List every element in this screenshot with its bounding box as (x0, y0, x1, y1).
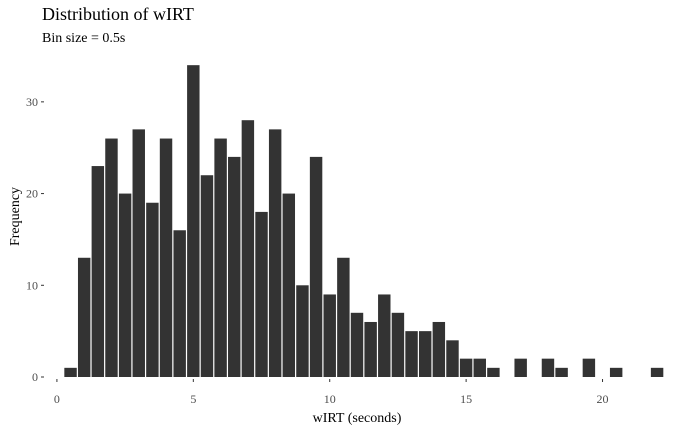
histogram-bar (446, 340, 459, 377)
histogram-bar (118, 193, 132, 377)
x-tick-label: 15 (460, 392, 472, 406)
histogram-bar (378, 294, 391, 377)
y-axis: 0 10 20 30 (26, 95, 44, 384)
histogram-bar (159, 138, 173, 377)
histogram-bar (541, 358, 555, 377)
histogram-bar (91, 166, 105, 377)
histogram-bar (214, 138, 227, 377)
x-tick-label: 0 (54, 392, 60, 406)
histogram-bar (582, 358, 596, 377)
histogram-bar (650, 367, 664, 377)
histogram-bar (77, 257, 91, 377)
histogram-bar (364, 321, 377, 377)
histogram-bar (459, 358, 473, 377)
histogram-bar (241, 120, 255, 377)
chart-subtitle: Bin size = 0.5s (42, 31, 126, 46)
histogram-bar (64, 367, 77, 377)
histogram-bar (473, 358, 486, 377)
x-tick-label: 10 (324, 392, 336, 406)
histogram-bar (268, 129, 282, 377)
histogram-bar (432, 321, 446, 377)
histogram-bar (132, 129, 145, 377)
y-tick-label: 30 (26, 95, 38, 109)
histogram-bar (105, 138, 118, 377)
histogram-bar (391, 312, 405, 377)
histogram-bar (337, 257, 350, 377)
histogram-bar (296, 285, 309, 377)
y-tick-label: 0 (32, 370, 38, 384)
x-axis-label: wIRT (seconds) (313, 411, 402, 426)
x-axis: 0 5 10 15 20 (54, 379, 609, 406)
y-axis-label: Frequency (8, 187, 23, 246)
histogram-bar (487, 367, 500, 377)
histogram-bar (228, 156, 241, 377)
histogram-bar (146, 202, 159, 377)
histogram-bar (323, 294, 336, 377)
histogram-bar (200, 175, 214, 377)
y-tick-label: 10 (26, 278, 38, 292)
histogram-bar (282, 193, 296, 377)
histogram-bar (418, 331, 432, 377)
histogram-bar (309, 156, 323, 377)
histogram-bar (187, 65, 200, 378)
histogram-bar (405, 331, 418, 377)
x-tick-label: 5 (190, 392, 196, 406)
histogram-bar (255, 211, 268, 377)
bars-group (64, 65, 664, 378)
histogram-bar (514, 358, 527, 377)
chart-title: Distribution of wIRT (42, 4, 194, 24)
histogram-bar (173, 230, 186, 377)
y-tick-label: 20 (26, 187, 38, 201)
histogram-bar (609, 367, 623, 377)
x-tick-label: 20 (597, 392, 609, 406)
histogram-bar (350, 312, 364, 377)
histogram-bar (555, 367, 568, 377)
